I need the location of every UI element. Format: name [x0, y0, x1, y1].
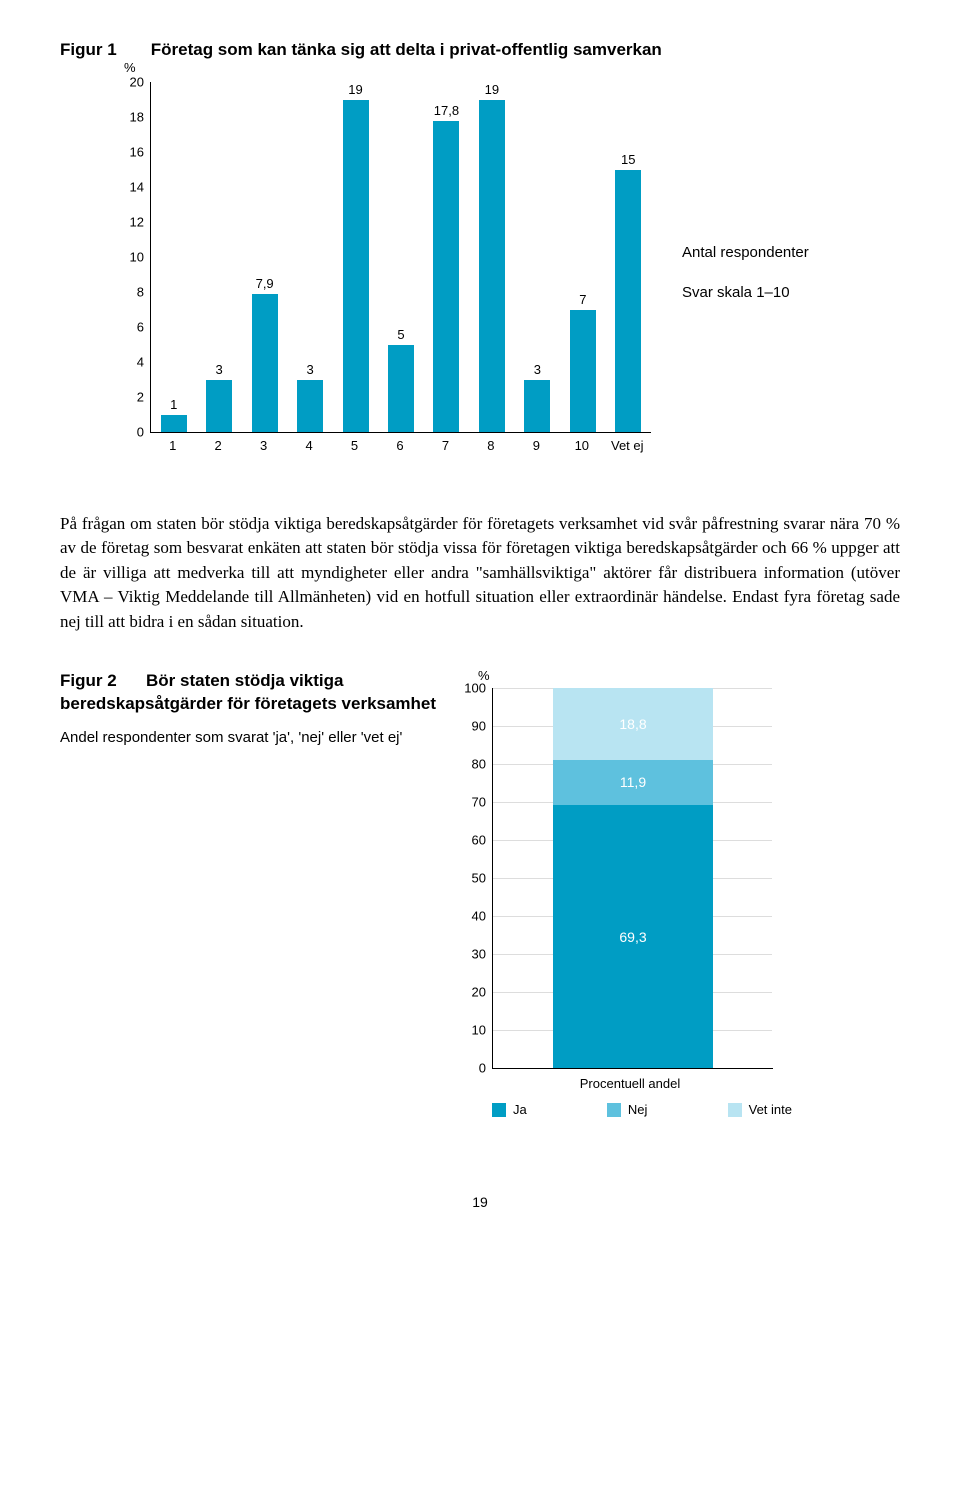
figure1-ytick: 18 — [118, 110, 144, 125]
figure1-header: Figur 1 Företag som kan tänka sig att de… — [60, 40, 900, 60]
figure1-xtick: 2 — [215, 438, 222, 453]
figure1-bar-value: 1 — [170, 397, 177, 412]
figure1-label: Figur 1 — [60, 40, 146, 60]
figure2-segment: 11,9 — [553, 760, 713, 805]
figure2-ytick: 20 — [450, 985, 486, 1000]
figure1-xtick: 7 — [442, 438, 449, 453]
figure1-ytick: 6 — [118, 320, 144, 335]
legend-swatch — [492, 1103, 506, 1117]
figure1-ytick: 12 — [118, 215, 144, 230]
figure2-ytick: 50 — [450, 871, 486, 886]
page-number: 19 — [60, 1194, 900, 1210]
figure1-ytick: 0 — [118, 425, 144, 440]
figure1-legend-1: Antal respondenter — [682, 244, 809, 261]
figure2-chart: % 0102030405060708090100 18,811,969,3 Pr… — [450, 670, 810, 1150]
legend-label: Vet inte — [749, 1102, 792, 1117]
figure1-chart: % 02468101214161820 137,9319517,8193715 … — [118, 82, 878, 462]
figure1-ytick: 14 — [118, 180, 144, 195]
figure1-xtick: 5 — [351, 438, 358, 453]
figure1-bar: 19 — [343, 100, 369, 433]
figure1-bar-value: 7,9 — [256, 276, 274, 291]
figure1-bar-value: 19 — [348, 82, 362, 97]
figure1-bar: 7,9 — [252, 294, 278, 432]
figure2-row: Figur 2Bör staten stödja viktiga beredsk… — [60, 670, 900, 1150]
figure1-bar-value: 19 — [485, 82, 499, 97]
figure1-ytick: 8 — [118, 285, 144, 300]
figure2-segment: 69,3 — [553, 805, 713, 1068]
figure2-ytick: 70 — [450, 795, 486, 810]
legend-swatch — [607, 1103, 621, 1117]
legend-label: Ja — [513, 1102, 527, 1117]
figure1-bar: 7 — [570, 310, 596, 433]
figure2-ytick: 40 — [450, 909, 486, 924]
figure2-subtitle: Andel respondenter som svarat 'ja', 'nej… — [60, 728, 440, 748]
figure2-stacked-bar: 18,811,969,3 — [553, 688, 713, 1068]
figure1-ytick: 16 — [118, 145, 144, 160]
figure2-ytick: 10 — [450, 1023, 486, 1038]
figure2-ytick: 30 — [450, 947, 486, 962]
figure2-ytick: 80 — [450, 757, 486, 772]
figure1-ytick: 2 — [118, 390, 144, 405]
figure1-bar: 3 — [524, 380, 550, 433]
figure1-bar-value: 7 — [579, 292, 586, 307]
figure1-title: Företag som kan tänka sig att delta i pr… — [151, 40, 662, 59]
figure1-xtick: 8 — [487, 438, 494, 453]
figure1-bar-value: 17,8 — [434, 103, 459, 118]
figure1-xtick: 3 — [260, 438, 267, 453]
figure2-ytick: 90 — [450, 719, 486, 734]
figure1-ytick: 10 — [118, 250, 144, 265]
figure2-segment: 18,8 — [553, 688, 713, 759]
figure1-ytick: 4 — [118, 355, 144, 370]
figure1-bar-value: 3 — [306, 362, 313, 377]
figure1-xtick: 10 — [575, 438, 589, 453]
figure1-plot-area: 137,9319517,8193715 — [150, 82, 651, 433]
figure1-xtick: 4 — [305, 438, 312, 453]
figure2-label: Figur 2 — [60, 670, 146, 693]
figure1-bar-value: 3 — [216, 362, 223, 377]
figure2-ytick: 100 — [450, 681, 486, 696]
figure1-xtick: 9 — [533, 438, 540, 453]
figure2-ytick: 0 — [450, 1061, 486, 1076]
figure1-bar: 1 — [161, 415, 187, 433]
figure2-legend-item: Nej — [607, 1102, 648, 1117]
figure1-bar: 5 — [388, 345, 414, 433]
figure1-xtick: 1 — [169, 438, 176, 453]
figure1-bar: 19 — [479, 100, 505, 433]
legend-swatch — [728, 1103, 742, 1117]
figure1-bar: 15 — [615, 170, 641, 433]
figure2-x-label: Procentuell andel — [580, 1076, 680, 1091]
figure2-legend-item: Vet inte — [728, 1102, 792, 1117]
figure2-header: Figur 2Bör staten stödja viktiga beredsk… — [60, 670, 440, 716]
figure1-legend-2: Svar skala 1–10 — [682, 284, 790, 301]
figure1-y-unit: % — [124, 60, 136, 75]
figure1-bar-value: 3 — [534, 362, 541, 377]
figure1-xtick: Vet ej — [611, 438, 644, 453]
figure1-bar-value: 15 — [621, 152, 635, 167]
figure2-plot-area: 18,811,969,3 — [492, 688, 773, 1069]
figure2-legend-item: Ja — [492, 1102, 527, 1117]
figure1-bar: 3 — [206, 380, 232, 433]
figure2-ytick: 60 — [450, 833, 486, 848]
figure1-bar-value: 5 — [397, 327, 404, 342]
figure2-text: Figur 2Bör staten stödja viktiga beredsk… — [60, 670, 440, 1150]
figure1-bar: 3 — [297, 380, 323, 433]
figure2-legend: Ja Nej Vet inte — [492, 1102, 792, 1117]
body-paragraph: På frågan om staten bör stödja viktiga b… — [60, 512, 900, 634]
legend-label: Nej — [628, 1102, 648, 1117]
figure1-ytick: 20 — [118, 75, 144, 90]
figure1-xtick: 6 — [396, 438, 403, 453]
figure1-bar: 17,8 — [433, 121, 459, 433]
